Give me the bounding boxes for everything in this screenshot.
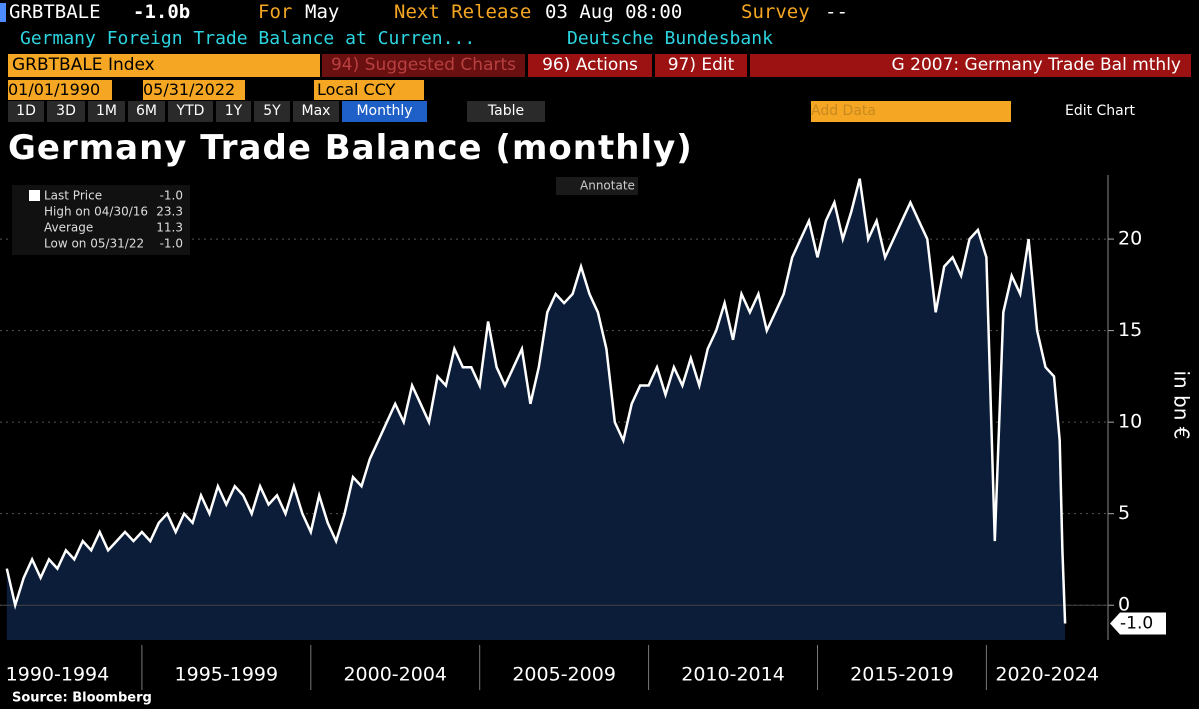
y-tick-label: 10 [1118,411,1142,433]
legend-value: 23.3 [156,205,183,219]
y-tick-label: 15 [1118,319,1142,341]
x-period-label: 2005-2009 [512,664,616,686]
survey-value: -- [825,1,848,23]
y-tick-label: 20 [1118,228,1142,250]
x-period-label: 2000-2004 [343,664,447,686]
price: -1.0b [133,1,191,23]
period-button[interactable]: 1D [8,101,44,122]
currency[interactable]: Local CCY [314,80,424,100]
description: Germany Foreign Trade Balance at Curren.… [20,28,476,49]
last-price-label: -1.0 [1120,614,1153,634]
source: Source: Bloomberg [12,691,152,706]
legend-label: Last Price [44,189,102,203]
y-tick-label: 5 [1118,502,1130,524]
for-label: For [258,1,293,23]
start-date[interactable]: 01/01/1990 [8,80,112,100]
release-value: 03 Aug 08:00 [545,1,683,23]
x-period-label: 2015-2019 [850,664,954,686]
edit-menu[interactable]: 97) Edit [655,54,747,77]
description-row: Germany Foreign Trade Balance at Curren.… [0,25,1199,52]
suggested-charts[interactable]: 94) Suggested Charts [322,54,525,77]
period-button[interactable]: 6M [128,101,165,122]
legend-label: High on 04/30/16 [44,205,148,219]
for-value: May [305,1,340,23]
area-fill [6,178,1066,640]
legend-value: -1.0 [160,237,183,251]
frequency-button[interactable]: Monthly [342,101,427,122]
marker [0,3,6,22]
annotate-label: Annotate [580,179,635,193]
period-button[interactable]: YTD [168,101,213,122]
legend-value: -1.0 [160,189,183,203]
survey-label: Survey [741,1,810,23]
x-period-label: 2010-2014 [681,664,785,686]
series-line [5,178,1067,624]
y-tick-label: 0 [1118,594,1130,616]
add-data[interactable]: Add Data [811,101,1011,122]
data-source: Deutsche Bundesbank [567,28,773,49]
plot: 0 5 10 15 20 1990-1994 1995-1999 2000-2004 2005-… [0,175,1166,690]
release-label: Next Release [394,1,532,23]
period-button[interactable]: 3D [47,101,85,122]
end-date[interactable]: 05/31/2022 [143,80,245,100]
legend-label: Average [44,221,93,235]
period-button[interactable]: 1M [88,101,125,122]
chart-title: Germany Trade Balance (monthly) [8,128,693,168]
ticker: GRBTBALE [9,1,101,23]
annotate-button[interactable] [556,177,638,195]
legend-swatch [29,190,40,201]
legend-label: Low on 05/31/22 [44,237,144,251]
table-button[interactable]: Table [467,101,545,122]
period-button[interactable]: 1Y [216,101,251,122]
header-row: GRBTBALE -1.0b For May Next Release 03 A… [0,0,1199,25]
chart-name: G 2007: Germany Trade Bal mthly [750,54,1191,77]
legend-box [12,185,190,255]
security-field[interactable]: GRBTBALE Index [8,54,320,77]
last-price-tag [1110,612,1166,635]
x-period-label: 2020-2024 [995,664,1099,686]
edit-chart[interactable]: Edit Chart [1060,101,1140,122]
legend-value: 11.3 [156,221,183,235]
y-axis-label: in bn € [1170,370,1194,439]
period-button[interactable]: Max [293,101,339,122]
x-period-label: 1990-1994 [6,664,110,686]
period-button[interactable]: 5Y [254,101,290,122]
actions-menu[interactable]: 96) Actions [528,54,652,77]
x-period-label: 1995-1999 [175,664,279,686]
